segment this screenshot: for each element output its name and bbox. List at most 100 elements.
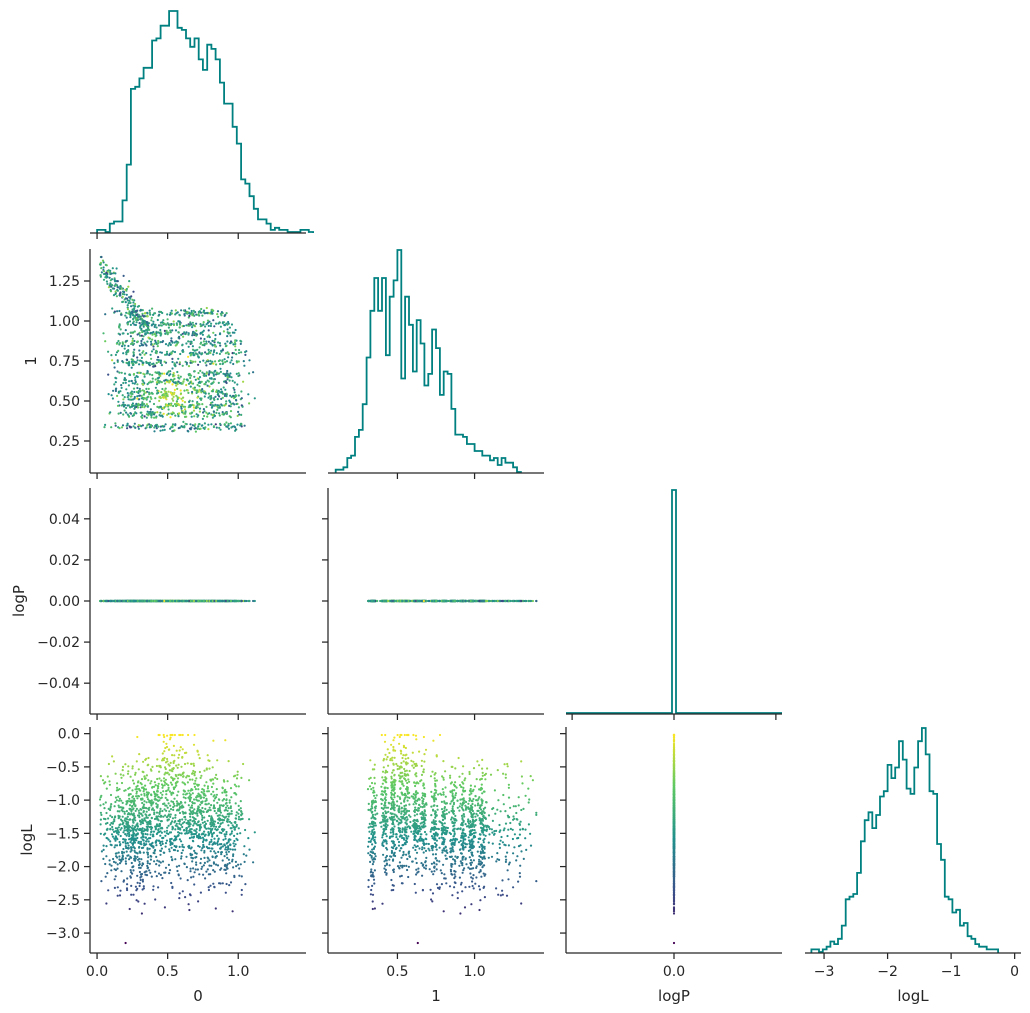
scatter-point [146,383,149,386]
scatter-point [140,356,143,359]
scatter-point [220,350,223,353]
scatter-point [139,371,142,374]
scatter-point [151,307,154,310]
scatter-point [169,343,172,346]
scatter-point [134,406,137,409]
scatter-point [171,357,174,360]
scatter-point [217,341,220,344]
scatter-point [165,394,168,397]
scatter-point [190,342,193,345]
scatter-point [212,373,215,376]
scatter-point [188,412,192,415]
scatter-point [159,374,162,377]
scatter-point [175,394,178,397]
scatter-point [187,333,190,336]
scatter-point [153,332,156,335]
scatter-point [192,409,196,412]
scatter-point [150,319,153,322]
scatter-point [220,314,223,317]
scatter-point [248,599,251,603]
scatter-point [125,351,128,354]
scatter-point [114,389,117,393]
scatter-point [102,266,105,269]
scatter-point [228,399,231,402]
scatter-point [133,422,136,425]
scatter-point [159,359,162,362]
scatter-point [158,313,161,316]
scatter-point [143,341,146,344]
scatter-point [155,352,158,355]
scatter-point [145,372,148,375]
scatter-point [131,342,135,345]
scatter-point [219,325,222,328]
scatter-point [133,299,136,302]
scatter-point [172,429,175,433]
scatter-point [127,344,130,348]
scatter-point [128,320,132,323]
scatter-point [233,391,236,394]
scatter-point [152,365,155,368]
scatter-point [152,345,155,348]
scatter-point [147,395,150,398]
scatter-point [204,351,207,354]
scatter-point [121,295,124,298]
scatter-point [142,372,145,375]
scatter-point [215,371,218,374]
scatter-point [201,314,204,317]
scatter-point [229,334,232,337]
scatter-point [186,389,189,392]
scatter-point [169,313,172,316]
scatter-point [202,323,205,326]
scatter-point [166,379,169,382]
scatter-point [144,332,147,336]
scatter-point [178,412,181,415]
scatter-point [143,392,146,395]
scatter-point [133,599,136,603]
scatter-point [120,426,124,429]
scatter-point [109,282,112,285]
scatter-point [208,370,211,373]
scatter-point [196,396,199,399]
scatter-point [240,422,243,425]
scatter-point [220,397,223,400]
scatter-point [115,295,118,298]
scatter-point [182,396,185,399]
scatter-point [215,390,218,393]
scatter-point [172,372,175,375]
scatter-point [237,372,240,375]
scatter-point [178,314,181,317]
scatter-point [159,341,162,344]
scatter-point [134,314,137,317]
scatter-point [235,394,238,397]
scatter-point [206,384,209,387]
scatter-point [112,272,115,275]
scatter-point [192,599,196,603]
hist-0 [96,10,314,233]
scatter-point [215,352,218,355]
scatter-point [132,363,135,366]
scatter-point [138,344,141,347]
scatter-point [237,394,240,397]
scatter-point [123,396,126,399]
scatter-point [100,255,103,259]
scatter-point [102,332,105,335]
scatter-point [195,313,198,316]
scatter-point [145,361,148,364]
scatter-point [169,416,172,419]
scatter-point [163,389,166,392]
scatter-point [107,393,110,396]
scatter-point [142,350,145,353]
scatter-point [136,318,139,322]
scatter-point [184,411,187,414]
scatter-point [153,413,156,416]
scatter-point [118,294,122,297]
scatter-point [240,404,243,407]
y-tick-label: 0.02 [49,553,80,569]
scatter-point [231,356,234,359]
scatter-point [181,364,184,367]
scatter-point [129,316,132,319]
scatter-point [133,413,136,416]
scatter-point [157,391,160,394]
scatter-point [224,599,227,603]
scatter-point [122,401,125,404]
